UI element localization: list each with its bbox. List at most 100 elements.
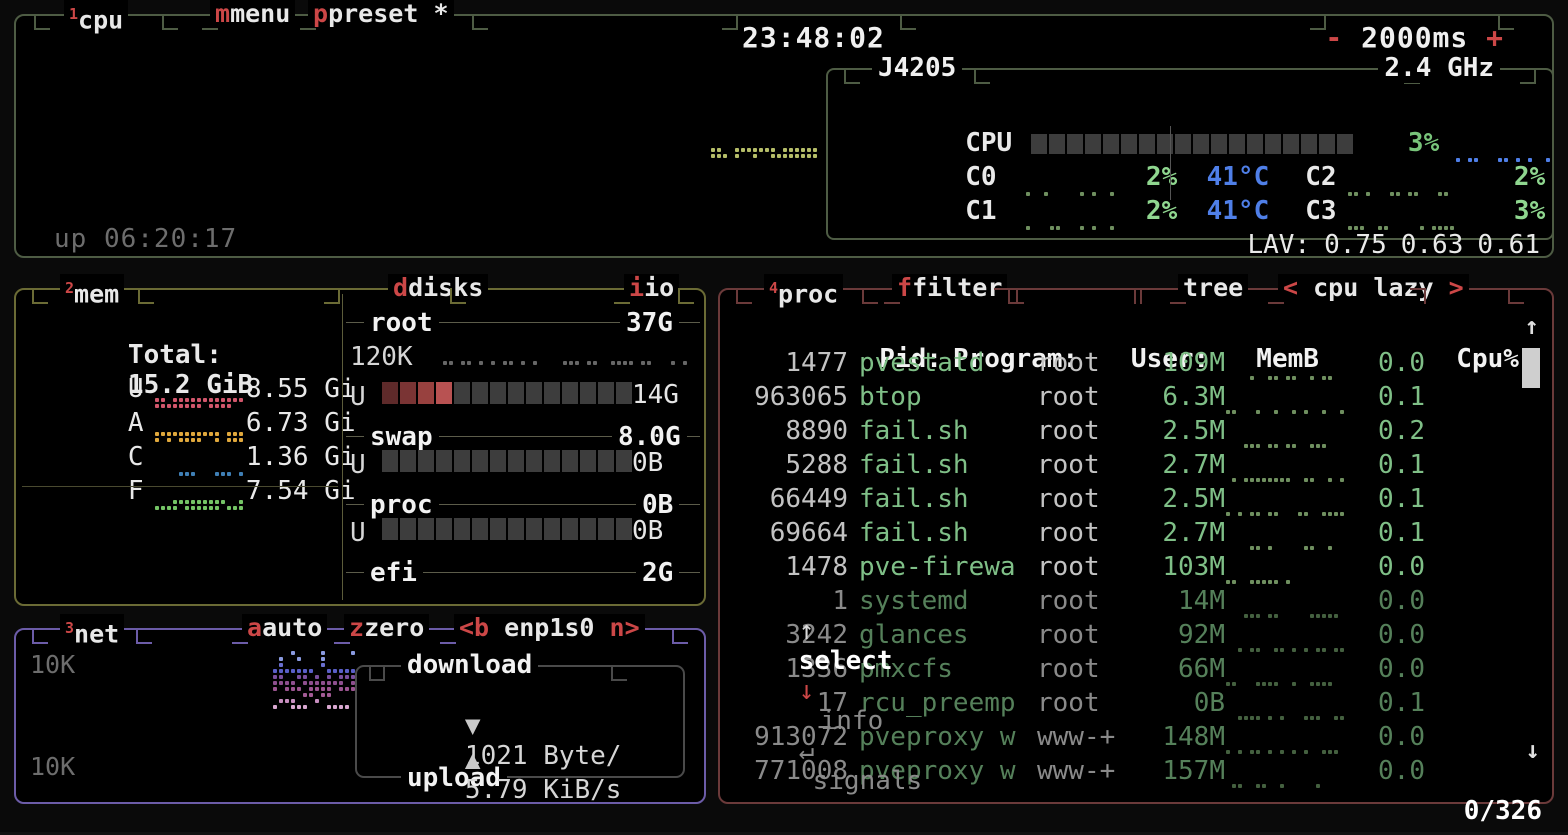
cpu-total-meter xyxy=(1031,131,1355,154)
menu-label: menu xyxy=(230,0,291,28)
cell-user: root xyxy=(1037,518,1100,548)
table-row[interactable]: 5288 fail.sh root 2.7M 0.1 xyxy=(730,450,1425,484)
notch xyxy=(32,628,48,644)
iface-prev-button[interactable]: <b xyxy=(459,613,490,642)
net-scale-bottom: 10K xyxy=(30,752,76,781)
notch xyxy=(900,14,916,30)
proc-panel-title[interactable]: 4proc xyxy=(764,274,844,309)
mem-hotkey-number: 2 xyxy=(65,279,75,297)
selection-count: 0/326 xyxy=(1463,796,1542,826)
iface-name: enp1s0 xyxy=(504,613,595,642)
cell-cpu: 0.0 xyxy=(1378,722,1425,752)
filter-button[interactable]: ffilter xyxy=(892,273,1008,302)
net-auto-toggle[interactable]: aauto xyxy=(242,614,328,642)
column-header-pid[interactable]: Pid: xyxy=(879,344,942,374)
table-row[interactable]: 66449 fail.sh root 2.5M 0.1 xyxy=(730,484,1425,518)
upload-rate-value: 5.79 KiB/s xyxy=(464,775,622,805)
net-zero-toggle[interactable]: zzero xyxy=(344,613,430,642)
net-panel-title[interactable]: 3net xyxy=(60,614,125,649)
table-row[interactable]: 1 systemd root 14M 0.0 xyxy=(730,586,1425,620)
io-toggle[interactable]: iio xyxy=(624,273,680,302)
filter-hotkey: f xyxy=(897,273,913,302)
notch xyxy=(369,665,385,681)
cell-cpu: 0.2 xyxy=(1378,416,1425,446)
sort-prev-button[interactable]: < xyxy=(1283,273,1299,302)
cell-pid: 69664 xyxy=(769,518,848,548)
mem-panel-title[interactable]: 2mem xyxy=(60,274,125,309)
proc-table-header: Pid: Program: User: MemB Cpu% xyxy=(730,314,1519,404)
disks-title-label: disks xyxy=(408,273,484,302)
notch xyxy=(138,288,154,304)
core-percent: 2% xyxy=(1145,162,1178,192)
disk-size-efi: 2G xyxy=(636,558,680,588)
update-interval-control[interactable]: - 2000ms + xyxy=(1325,21,1504,54)
notch xyxy=(672,628,688,644)
net-interface-selector[interactable]: <b enp1s0 n> xyxy=(454,614,645,642)
preset-button[interactable]: ppreset * xyxy=(308,0,454,28)
lav-15min: 0.61 xyxy=(1477,230,1540,260)
table-row[interactable]: 69664 fail.sh root 2.7M 0.1 xyxy=(730,518,1425,552)
tree-toggle[interactable]: tree xyxy=(1178,273,1249,302)
cpu-history-graph xyxy=(710,144,818,163)
zero-hotkey: z xyxy=(349,613,365,642)
mem-row-graph xyxy=(154,499,246,511)
disk-name-efi: efi xyxy=(364,558,423,588)
download-rate-row: ▼ 1021 Byte/ xyxy=(371,681,622,801)
select-down-icon[interactable]: ↓ xyxy=(798,676,815,706)
core-label: C0 xyxy=(965,162,997,192)
filter-label: filter xyxy=(912,273,1003,302)
info-label[interactable]: info xyxy=(820,706,884,736)
tree-label: tree xyxy=(1183,273,1244,302)
table-row[interactable]: 17 rcu_preemp root 0B 0.1 xyxy=(730,688,1425,722)
table-row[interactable]: 963065 btop root 6.3M 0.1 xyxy=(730,382,1425,416)
cpu-temp-graph xyxy=(1449,157,1553,163)
cell-pid: 913072 xyxy=(754,722,848,752)
proc-title-label: proc xyxy=(778,279,839,309)
table-row[interactable]: 771008 pveproxy w www-+ 157M 0.0 xyxy=(730,756,1425,790)
mem-row-available: A 6.73 Gi xyxy=(34,378,356,473)
notch xyxy=(678,288,694,304)
cell-user: root xyxy=(1037,484,1100,514)
table-row[interactable]: 913072 pveproxy w www-+ 148M 0.0 xyxy=(730,722,1425,756)
table-row[interactable]: 8890 fail.sh root 2.5M 0.2 xyxy=(730,416,1425,450)
cell-mem: 92M xyxy=(1178,620,1225,650)
cell-user: root xyxy=(1037,586,1100,616)
io-label: io xyxy=(644,273,675,302)
cell-cpu-graph xyxy=(1225,450,1355,483)
sort-selector[interactable]: < cpu lazy > xyxy=(1278,274,1469,302)
column-header-user[interactable]: User: xyxy=(1130,344,1210,374)
cpu-frequency-label: 2.4 GHz xyxy=(1378,53,1500,83)
menu-button[interactable]: mmenu xyxy=(210,0,296,28)
signals-label[interactable]: signals xyxy=(812,766,923,796)
cell-cpu-graph xyxy=(1225,654,1355,687)
disk-io-root: 120K xyxy=(350,342,413,372)
core-row-c2: C2 2% 40°C xyxy=(1180,132,1568,227)
core-row-c3: C3 3%40°C xyxy=(1180,166,1568,261)
column-header-memb[interactable]: MemB xyxy=(1256,344,1319,374)
table-row[interactable]: 1477 pvestatd root 109M 0.0 xyxy=(730,348,1425,382)
cell-mem: 2.5M xyxy=(1162,484,1225,514)
cell-cpu: 0.0 xyxy=(1378,654,1425,684)
table-row[interactable]: 1336 pmxcfs root 66M 0.0 xyxy=(730,654,1425,688)
cell-mem: 0B xyxy=(1193,688,1225,718)
mem-divider xyxy=(22,486,338,487)
table-row[interactable]: 3242 glances root 92M 0.0 xyxy=(730,620,1425,654)
disk-size-proc: 0B xyxy=(636,490,680,520)
enter-key-icon[interactable]: ↵ xyxy=(798,736,815,766)
cell-user: root xyxy=(1037,654,1100,684)
select-up-icon[interactable]: ↑ xyxy=(798,616,815,646)
cpu-panel-title[interactable]: 1cpu xyxy=(64,0,129,35)
cell-mem: 66M xyxy=(1178,654,1225,684)
select-label[interactable]: select xyxy=(798,646,893,676)
interval-decrease-button[interactable]: - xyxy=(1325,21,1344,54)
scroll-down-icon[interactable]: ↓ xyxy=(1525,736,1540,764)
column-header-cpu[interactable]: Cpu% xyxy=(1456,344,1519,374)
sort-next-button[interactable]: > xyxy=(1448,273,1464,302)
iface-next-button[interactable]: n> xyxy=(609,613,640,642)
core-percent: 2% xyxy=(1145,196,1178,226)
disks-panel-title[interactable]: ddisks xyxy=(388,273,489,302)
column-header-program[interactable]: Program: xyxy=(952,344,1079,374)
proc-scrollbar-thumb[interactable] xyxy=(1522,348,1540,388)
table-row[interactable]: 1478 pve-firewa root 103M 0.0 xyxy=(730,552,1425,586)
